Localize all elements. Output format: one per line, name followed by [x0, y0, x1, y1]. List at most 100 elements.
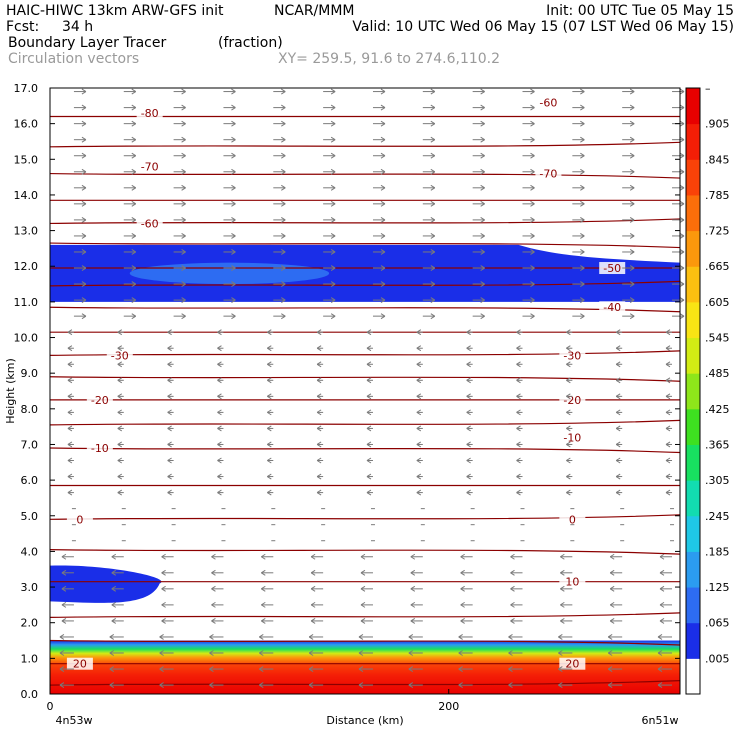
circulation-vector-head: [59, 650, 65, 656]
circulation-vector-head: [510, 569, 515, 576]
circulation-vector-head: [360, 601, 366, 608]
circulation-vector-head: [330, 200, 336, 207]
circulation-vector-head: [416, 441, 422, 448]
circulation-vector-head: [430, 249, 436, 255]
circulation-vector-head: [380, 265, 386, 271]
circulation-vector-head: [430, 88, 436, 95]
contour-label-bg: [559, 657, 586, 670]
y-tick-label: 1.0: [21, 652, 39, 665]
circulation-vector-head: [267, 361, 272, 368]
colorbar-swatch: [686, 159, 700, 196]
field1-units: (fraction): [218, 35, 283, 51]
circulation-vector-head: [659, 618, 665, 624]
circulation-vector-head: [516, 425, 521, 432]
contour-label-bg: [599, 301, 626, 314]
circulation-vector-head: [330, 281, 336, 287]
circulation-vector-head: [167, 329, 172, 336]
circulation-vector-head: [560, 553, 565, 560]
circulation-vector-head: [560, 585, 565, 592]
circulation-vector-head: [281, 265, 286, 271]
circulation-vector-head: [281, 233, 286, 239]
circulation-vector-head: [181, 136, 186, 143]
colorbar-swatch: [686, 301, 700, 339]
circulation-vector-head: [615, 361, 621, 368]
x-tick-label: 0: [47, 700, 54, 713]
circulation-vector-head: [67, 345, 73, 352]
circulation-vector-head: [360, 618, 366, 624]
circulation-vector-head: [480, 168, 485, 175]
header-org: NCAR/MMM: [274, 3, 355, 19]
circulation-vector-head: [167, 425, 172, 432]
circulation-vector-head: [81, 297, 87, 304]
circulation-vector-head: [665, 441, 671, 448]
header-valid: Valid: 10 UTC Wed 06 May 15 (07 LST Wed …: [352, 19, 734, 35]
circulation-vector-head: [380, 120, 386, 127]
circulation-vector-head: [330, 88, 336, 95]
circulation-vector-head: [159, 634, 164, 640]
contour-label-bg: [559, 513, 586, 526]
circulation-vector-head: [109, 650, 115, 656]
circulation-vector-head: [231, 184, 236, 191]
contour-label: -70: [141, 160, 159, 173]
circulation-vector-head: [111, 553, 117, 560]
colorbar-frame: [685, 87, 701, 695]
circulation-vector-head: [131, 120, 137, 127]
circulation-vector-head: [466, 425, 471, 432]
y-axis-label: Height (km): [4, 358, 17, 424]
circulation-vector-head: [679, 313, 685, 320]
circulation-vector-head: [81, 313, 87, 320]
circulation-vector-head: [580, 184, 585, 191]
y-tick-label: 7.0: [21, 438, 39, 451]
circulation-vector-head: [466, 329, 471, 336]
colorbar-swatch: [686, 373, 700, 410]
circulation-vector-head: [81, 120, 87, 127]
contour-label-bg: [86, 442, 113, 455]
circulation-vector-head: [516, 457, 521, 464]
y-tick-label: 16.0: [14, 118, 39, 131]
circulation-vector-head: [310, 618, 316, 624]
circulation-vector-head: [67, 457, 73, 464]
circulation-vector-head: [131, 216, 137, 223]
circulation-vector-head: [466, 457, 471, 464]
circulation-vector-head: [607, 650, 613, 656]
circulation-vector-head: [209, 682, 214, 689]
circulation-vector-head: [416, 377, 422, 384]
circulation-vector-head: [408, 634, 414, 640]
circulation-vector-head: [659, 585, 665, 592]
circulation-vector-head: [580, 297, 585, 304]
colorbar-swatch: [686, 444, 700, 481]
circulation-vector-head: [366, 345, 372, 352]
circulation-vector-head: [81, 200, 87, 207]
y-tick-label: 2.0: [21, 617, 39, 630]
circulation-vector-head: [679, 233, 685, 239]
circulation-vector-head: [111, 618, 117, 624]
circulation-vector-head: [530, 200, 535, 207]
circulation-vector-head: [111, 585, 117, 592]
circulation-vector-head: [281, 313, 286, 320]
circulation-vector-head: [217, 361, 222, 368]
circulation-vector-head: [167, 441, 172, 448]
circulation-vector-head: [167, 393, 172, 400]
header-fcst-label: Fcst:: [6, 19, 40, 35]
circulation-vector-head: [430, 297, 436, 304]
circulation-vector-head: [366, 473, 372, 480]
circulation-vector-head: [267, 345, 272, 352]
circulation-vector-head: [167, 345, 172, 352]
circulation-vector-head: [281, 152, 286, 159]
circulation-vector-head: [231, 233, 236, 239]
y-tick-label: 13.0: [14, 225, 39, 238]
circulation-vector-head: [316, 473, 322, 480]
circulation-vector-head: [231, 249, 236, 255]
circulation-vector-head: [181, 104, 186, 111]
circulation-vector-head: [231, 152, 236, 159]
circulation-vector-head: [380, 216, 386, 223]
colorbar-label: .905: [705, 118, 730, 131]
y-tick-label: 17.0: [14, 82, 39, 95]
circulation-vector-head: [366, 329, 372, 336]
circulation-vector-head: [558, 666, 563, 672]
circulation-vector-head: [665, 489, 671, 496]
circulation-vector-head: [430, 313, 436, 320]
circulation-vector-head: [131, 233, 137, 239]
circulation-vector-head: [629, 184, 635, 191]
